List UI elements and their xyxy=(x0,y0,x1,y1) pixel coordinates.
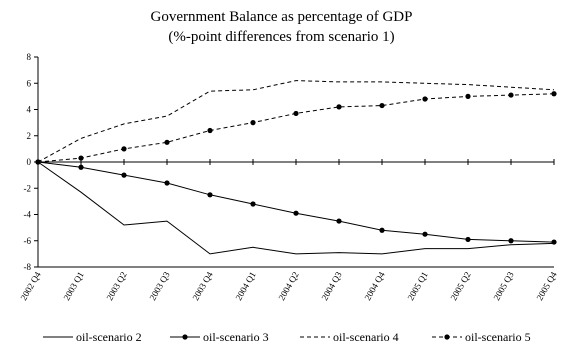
y-tick-label: 4 xyxy=(27,105,32,115)
series-4-point xyxy=(207,127,213,134)
y-tick-label: 6 xyxy=(27,78,32,88)
series-4-point xyxy=(121,146,127,152)
series-4-point xyxy=(551,91,557,97)
series-line-1 xyxy=(37,161,555,255)
series-2-point xyxy=(78,164,84,170)
x-tick-label: 2005 Q2 xyxy=(448,270,472,302)
series-2-point xyxy=(293,210,299,216)
x-tick-label: 2002 Q4 xyxy=(18,270,43,302)
series-4-point xyxy=(35,159,41,165)
legend-marker-4 xyxy=(444,334,450,340)
y-tick-label: -4 xyxy=(24,210,32,220)
chart-title: Government Balance as percentage of GDP xyxy=(150,9,413,25)
y-tick-label: -6 xyxy=(24,236,32,246)
chart-subtitle: (%-point differences from scenario 1) xyxy=(168,29,395,45)
legend-label-2: oil-scenario 3 xyxy=(203,330,269,344)
series-2-point xyxy=(121,172,127,178)
series-4-point xyxy=(164,139,170,145)
x-tick-label: 2003 Q4 xyxy=(190,270,215,302)
series-2-point xyxy=(465,236,471,243)
series-4-point xyxy=(379,102,385,109)
series-4-point xyxy=(293,110,299,117)
legend-label-3: oil-scenario 4 xyxy=(333,330,399,344)
series-line-4 xyxy=(37,93,555,163)
y-tick-label: -8 xyxy=(24,262,32,272)
legend-label-1: oil-scenario 2 xyxy=(76,330,142,344)
x-tick-label: 2004 Q2 xyxy=(276,270,300,302)
series-4-point xyxy=(465,93,471,99)
series-2-point xyxy=(164,180,170,186)
x-tick-label: 2005 Q3 xyxy=(491,270,516,302)
y-tick-label: 8 xyxy=(27,52,32,62)
series-4-point xyxy=(508,92,514,98)
y-tick-label: -2 xyxy=(24,183,32,193)
series-4-point xyxy=(422,96,428,102)
x-tick-label: 2004 Q3 xyxy=(319,270,344,302)
series-2-point xyxy=(250,201,256,207)
series-4-point xyxy=(78,155,84,161)
x-tick-label: 2003 Q2 xyxy=(104,270,128,302)
x-tick-label: 2003 Q3 xyxy=(147,270,172,302)
x-tick-label: 2003 Q1 xyxy=(61,270,85,302)
series-line-3 xyxy=(37,80,555,163)
series-2-point xyxy=(336,218,342,224)
series-2-point xyxy=(551,239,557,245)
series-4-point xyxy=(250,120,256,126)
series-line-2 xyxy=(37,161,555,243)
legend-label-4: oil-scenario 5 xyxy=(465,330,531,344)
series-2-point xyxy=(508,238,514,244)
series-2-point xyxy=(207,192,213,198)
legend-marker-2 xyxy=(182,334,188,340)
x-tick-label: 2004 Q4 xyxy=(362,270,387,302)
x-tick-label: 2005 Q1 xyxy=(405,270,429,302)
series-4-point xyxy=(336,104,342,110)
y-tick-label: 2 xyxy=(27,131,32,141)
series-2-point xyxy=(379,227,385,233)
series-2-point xyxy=(422,231,428,237)
y-tick-label: 0 xyxy=(27,157,32,167)
x-tick-label: 2004 Q1 xyxy=(233,270,257,302)
x-tick-label: 2005 Q4 xyxy=(534,270,559,302)
